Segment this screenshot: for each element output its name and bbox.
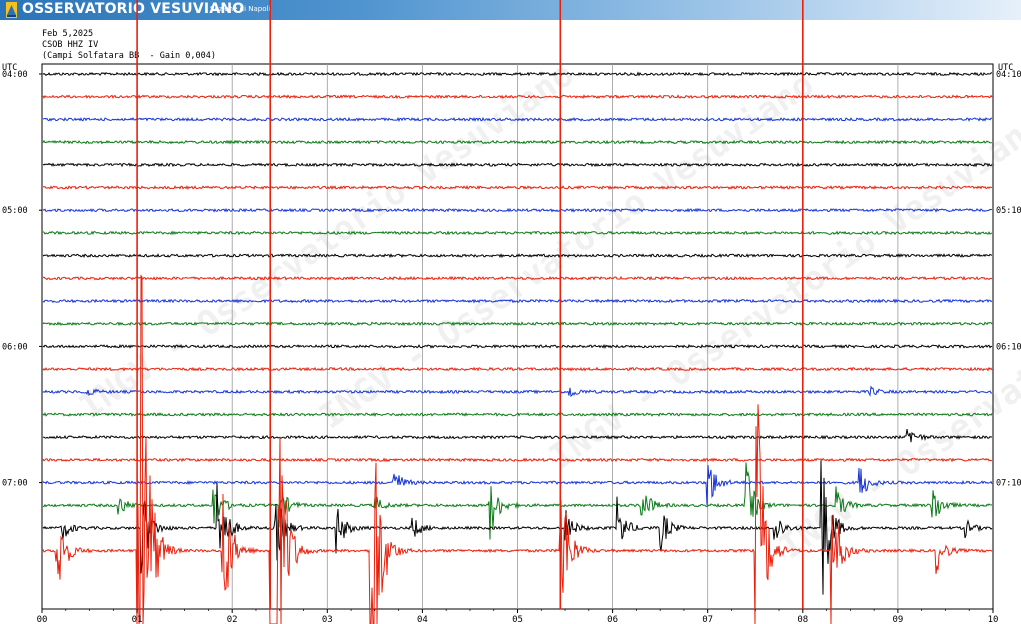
x-tick-label: 05: [512, 615, 523, 624]
seismic-trace: [42, 139, 993, 145]
seismic-trace: [42, 162, 993, 168]
seismic-trace: [42, 464, 993, 506]
seismic-trace: [42, 460, 993, 595]
seismic-trace: [42, 184, 993, 191]
x-tick-label: 04: [417, 615, 428, 624]
left-time-label: 06:00: [2, 342, 28, 352]
seismic-trace: [42, 275, 993, 281]
seismic-trace: [42, 412, 993, 417]
x-tick-label: 02: [227, 615, 238, 624]
seismic-trace: [42, 429, 993, 443]
seismic-trace: [42, 385, 992, 398]
x-tick-label: 09: [892, 615, 903, 624]
left-time-label: 07:00: [2, 479, 28, 489]
watermark-group: INGV - Osservatorio Vesuviano INGV - Osse…: [72, 54, 1021, 567]
recording-date: Feb 5,2025: [42, 29, 94, 39]
x-tick-label: 07: [702, 615, 713, 624]
seismic-trace: [42, 116, 992, 122]
header-banner: OSSERVATORIO VESUVIANO Sezione di Napoli: [0, 0, 1021, 20]
seismic-trace: [42, 321, 993, 327]
seismic-trace: [42, 457, 993, 463]
left-time-label: 05:00: [2, 206, 28, 216]
right-time-label: 05:10: [996, 206, 1021, 216]
station-site: (Campi Solfatara BB - Gain 0,004): [42, 51, 216, 61]
seismic-trace: [42, 366, 993, 372]
seismic-trace: [42, 94, 993, 100]
x-tick-label: 03: [322, 615, 333, 624]
x-tick-label: 10: [988, 615, 999, 624]
right-time-label: 06:10: [996, 342, 1021, 352]
seismic-trace: [42, 207, 993, 213]
seismic-trace: [42, 343, 993, 349]
left-axis-utc-label: UTC: [2, 63, 18, 73]
ingv-logo-icon: [6, 2, 17, 18]
x-tick-label: 06: [607, 615, 618, 624]
seismic-trace: [42, 71, 993, 77]
brand-title: OSSERVATORIO VESUVIANO: [22, 1, 245, 17]
section-subtitle: Sezione di Napoli: [210, 5, 271, 13]
right-time-label: 07:10: [996, 479, 1021, 489]
right-axis-utc-label: UTC: [998, 63, 1014, 73]
left-time-label: 04:00: [2, 70, 28, 80]
x-tick-label: 00: [37, 615, 48, 624]
seismic-trace: [42, 298, 993, 304]
seismic-trace: [42, 274, 993, 624]
seismic-trace: [42, 253, 993, 259]
watermark-text: INGV - Osservatorio Vesuviano: [772, 194, 1021, 567]
watermark-text: INGV - Osservatorio Vesuviano: [72, 54, 581, 427]
x-tick-label: 08: [797, 615, 808, 624]
x-tick-label: 01: [132, 615, 143, 624]
seismic-trace: [42, 230, 993, 236]
seismic-trace: [42, 462, 993, 540]
station-code: CSOB HHZ IV: [42, 40, 99, 50]
right-time-label: 04:10: [996, 70, 1021, 80]
